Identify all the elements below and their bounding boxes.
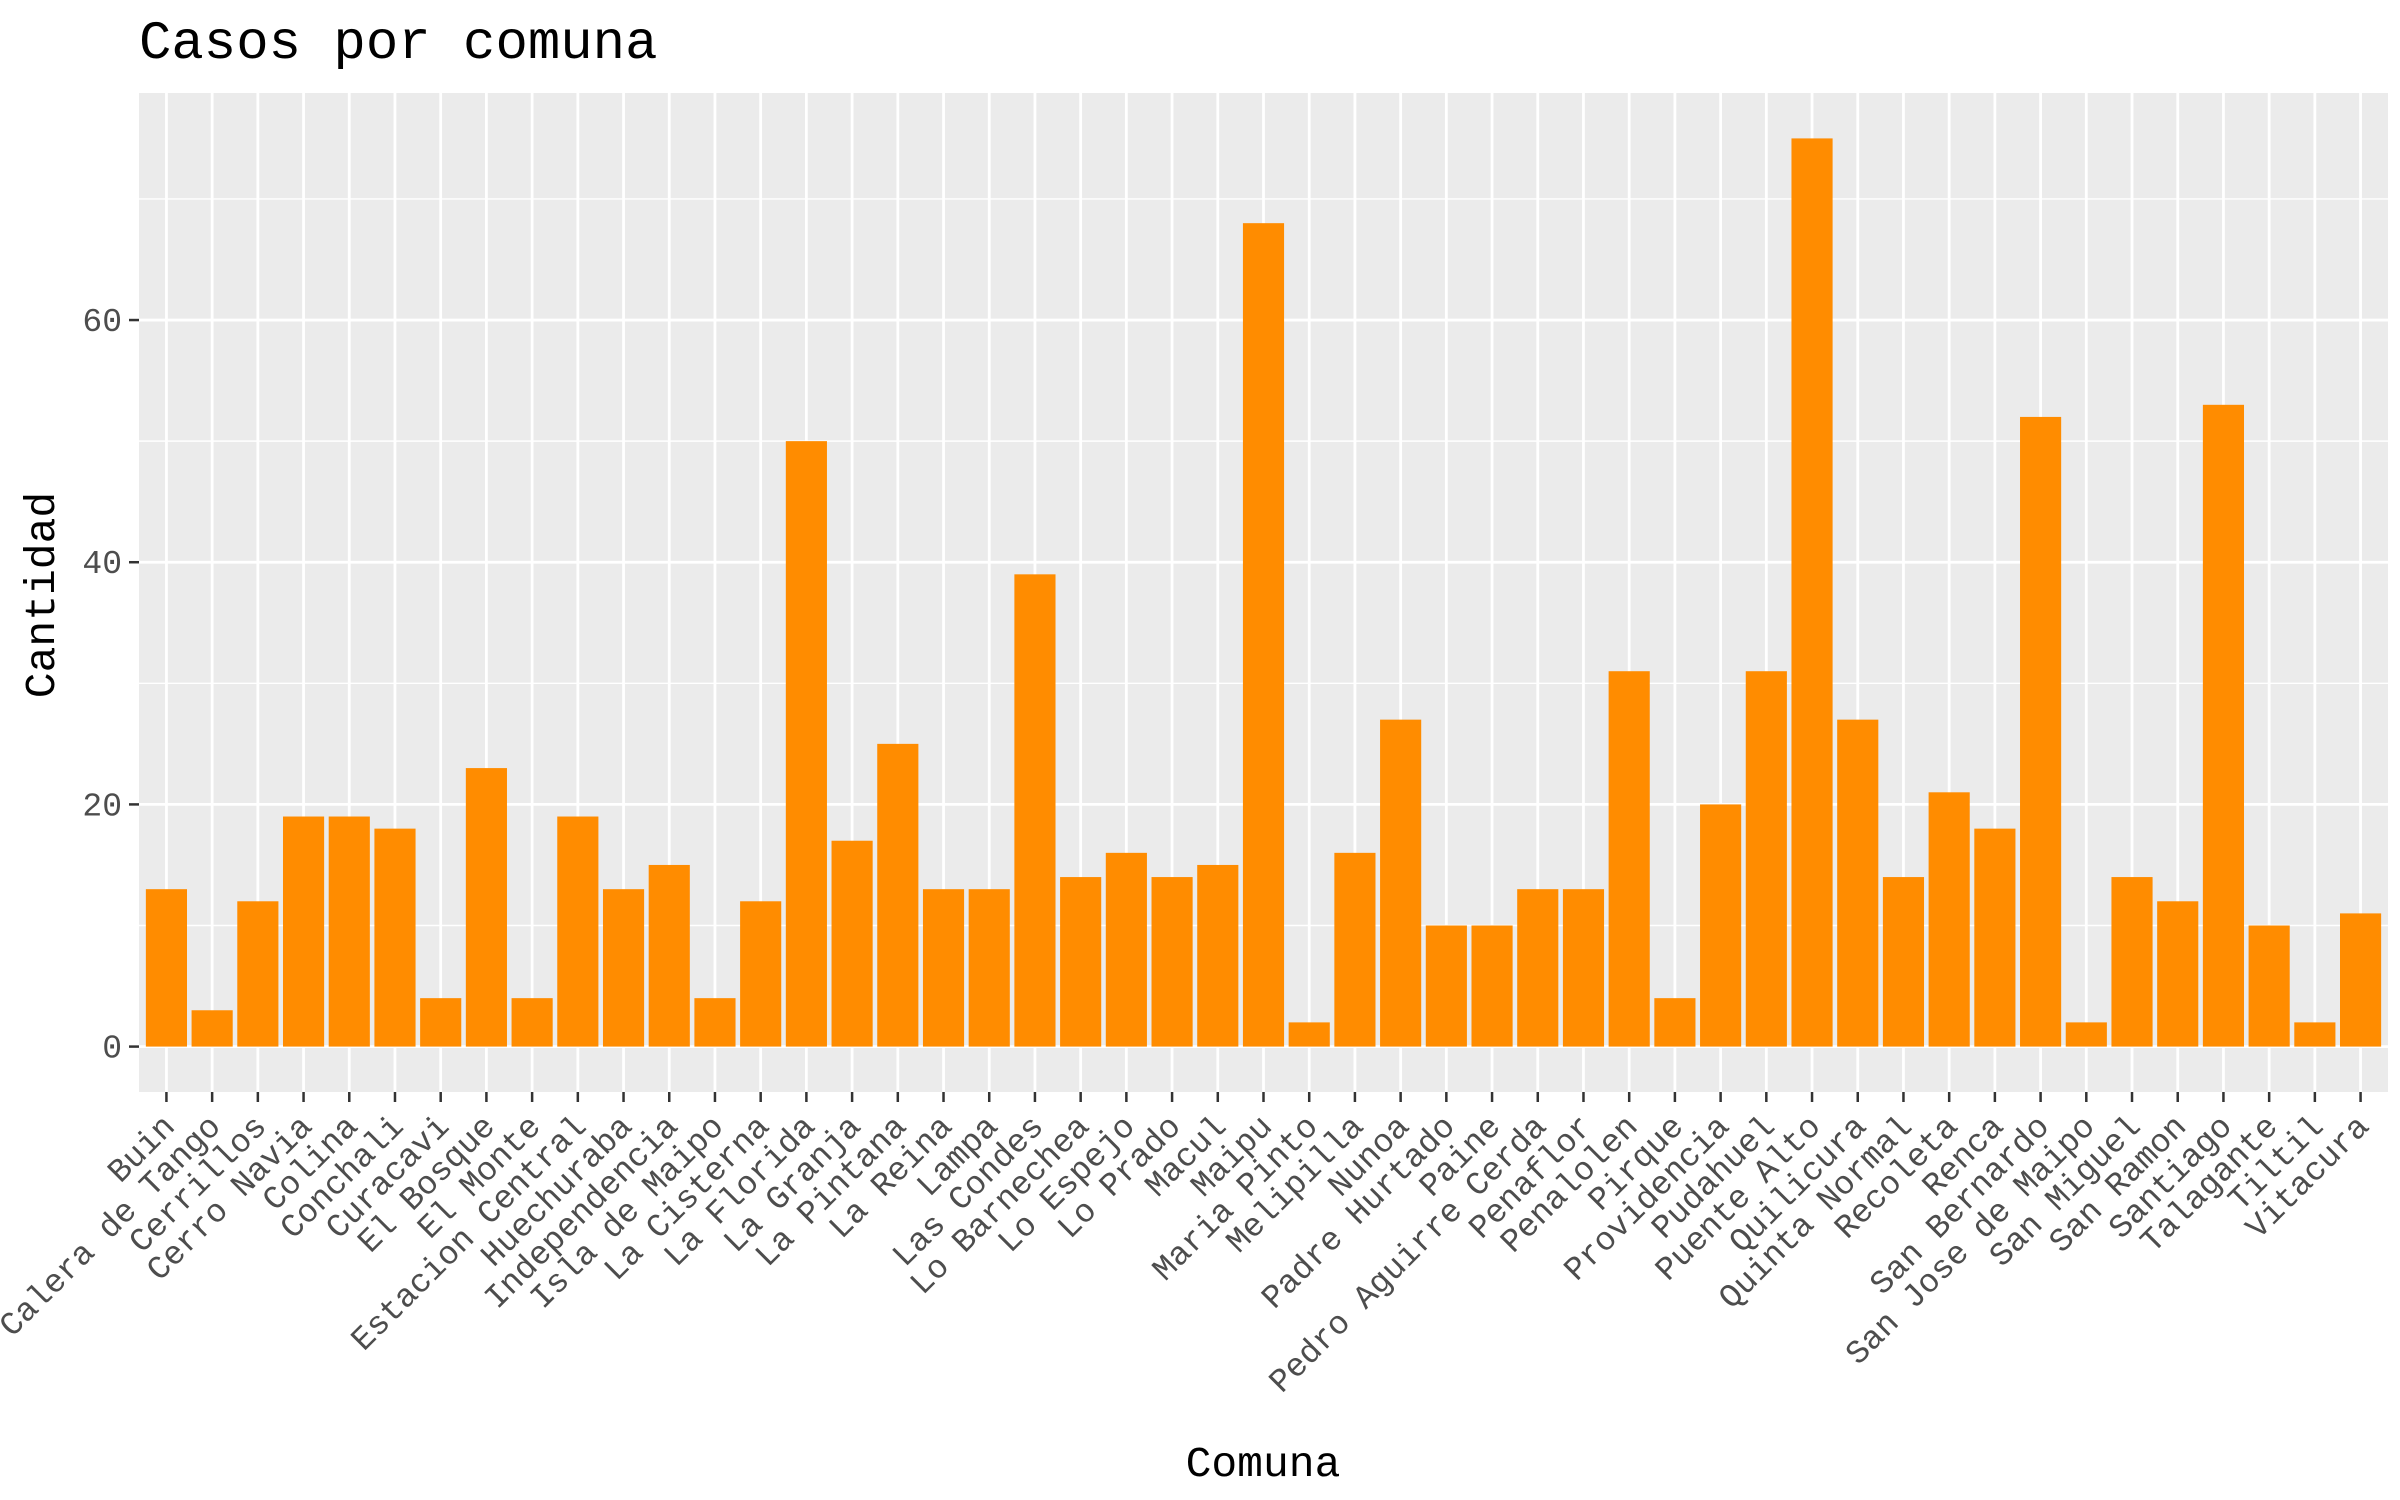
bar	[511, 998, 553, 1047]
bar	[465, 768, 507, 1047]
bar	[145, 889, 187, 1047]
bar	[420, 998, 462, 1047]
y-tick-label: 0	[102, 1031, 122, 1068]
bar	[648, 864, 690, 1047]
bar	[557, 816, 599, 1047]
bar	[968, 889, 1010, 1047]
bar	[1745, 671, 1787, 1047]
bar	[2340, 913, 2382, 1047]
y-tick-label: 20	[82, 788, 122, 825]
bar	[1471, 925, 1513, 1047]
y-tick-label: 40	[82, 546, 122, 583]
y-axis: 0 20 40 60	[82, 304, 139, 1068]
bar	[2111, 877, 2153, 1047]
bar	[694, 998, 736, 1047]
bar	[2294, 1022, 2336, 1047]
bar	[2248, 925, 2290, 1047]
bar	[1974, 828, 2016, 1047]
bar	[1014, 574, 1056, 1047]
bar	[831, 840, 873, 1047]
bar	[2202, 404, 2245, 1047]
bar	[1197, 864, 1239, 1047]
bar	[1288, 1022, 1330, 1047]
bars	[145, 138, 2382, 1047]
bar	[191, 1010, 233, 1047]
bar	[282, 816, 325, 1047]
bar	[602, 889, 645, 1047]
bar	[374, 828, 416, 1047]
bar	[1882, 877, 1925, 1047]
x-axis-title: Comuna	[1186, 1440, 1341, 1489]
bar	[740, 901, 782, 1047]
y-tick-label: 60	[82, 304, 122, 341]
bar	[2157, 901, 2199, 1047]
bar	[237, 901, 279, 1047]
bar	[1791, 138, 1833, 1047]
bar	[1837, 719, 1879, 1047]
y-axis-title: Cantidad	[18, 492, 67, 698]
bar	[1562, 889, 1605, 1047]
bar	[1060, 877, 1102, 1047]
bar	[1380, 719, 1422, 1047]
bar	[2020, 416, 2062, 1047]
bar	[922, 889, 965, 1047]
bar	[2065, 1022, 2107, 1047]
bar	[328, 816, 370, 1047]
bar	[1654, 998, 1696, 1047]
bar	[1517, 889, 1559, 1047]
bar	[877, 743, 919, 1047]
bar	[1928, 792, 1970, 1047]
bar	[1334, 852, 1376, 1047]
bar	[1105, 852, 1147, 1047]
bar	[1608, 671, 1650, 1047]
bar	[1425, 925, 1467, 1047]
bar	[785, 441, 827, 1047]
bar	[1151, 877, 1193, 1047]
bar	[1700, 804, 1742, 1047]
chart-title: Casos por comuna	[139, 14, 657, 75]
bar	[1242, 223, 1285, 1047]
